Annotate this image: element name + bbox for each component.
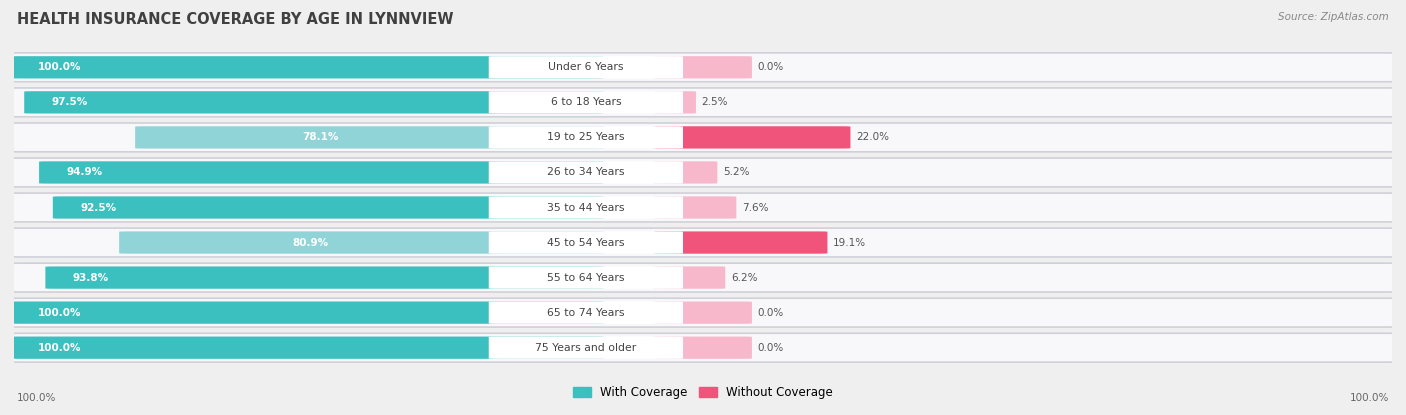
- FancyBboxPatch shape: [654, 266, 725, 289]
- Text: 100.0%: 100.0%: [1350, 393, 1389, 403]
- Text: 92.5%: 92.5%: [80, 203, 117, 212]
- Text: 100.0%: 100.0%: [38, 62, 82, 72]
- FancyBboxPatch shape: [4, 123, 1402, 152]
- Text: 26 to 34 Years: 26 to 34 Years: [547, 168, 624, 178]
- Text: 35 to 44 Years: 35 to 44 Years: [547, 203, 624, 212]
- Text: 19.1%: 19.1%: [832, 237, 866, 247]
- Text: 22.0%: 22.0%: [856, 132, 889, 142]
- Text: 2.5%: 2.5%: [702, 98, 728, 107]
- FancyBboxPatch shape: [489, 196, 683, 219]
- Text: 100.0%: 100.0%: [38, 343, 82, 353]
- Text: 78.1%: 78.1%: [302, 132, 339, 142]
- Text: 7.6%: 7.6%: [742, 203, 768, 212]
- Text: 94.9%: 94.9%: [66, 168, 103, 178]
- FancyBboxPatch shape: [4, 53, 1402, 82]
- Text: Source: ZipAtlas.com: Source: ZipAtlas.com: [1278, 12, 1389, 22]
- Text: 0.0%: 0.0%: [758, 343, 783, 353]
- FancyBboxPatch shape: [489, 337, 683, 359]
- FancyBboxPatch shape: [24, 91, 603, 114]
- FancyBboxPatch shape: [654, 232, 828, 254]
- FancyBboxPatch shape: [489, 161, 683, 183]
- FancyBboxPatch shape: [4, 263, 1402, 292]
- FancyBboxPatch shape: [654, 196, 737, 219]
- FancyBboxPatch shape: [489, 126, 683, 149]
- FancyBboxPatch shape: [4, 193, 1402, 222]
- Text: 93.8%: 93.8%: [73, 273, 110, 283]
- FancyBboxPatch shape: [489, 91, 683, 114]
- Text: 80.9%: 80.9%: [292, 237, 328, 247]
- Text: 65 to 74 Years: 65 to 74 Years: [547, 308, 624, 317]
- FancyBboxPatch shape: [4, 228, 1402, 257]
- FancyBboxPatch shape: [654, 91, 696, 114]
- FancyBboxPatch shape: [39, 161, 603, 183]
- FancyBboxPatch shape: [4, 298, 1402, 327]
- FancyBboxPatch shape: [53, 196, 603, 219]
- Text: 45 to 54 Years: 45 to 54 Years: [547, 237, 624, 247]
- FancyBboxPatch shape: [654, 161, 717, 183]
- Text: 5.2%: 5.2%: [723, 168, 749, 178]
- Legend: With Coverage, Without Coverage: With Coverage, Without Coverage: [568, 381, 838, 403]
- FancyBboxPatch shape: [489, 301, 683, 324]
- FancyBboxPatch shape: [4, 333, 1402, 362]
- Text: 100.0%: 100.0%: [38, 308, 82, 317]
- FancyBboxPatch shape: [654, 337, 752, 359]
- Text: 0.0%: 0.0%: [758, 62, 783, 72]
- FancyBboxPatch shape: [654, 126, 851, 149]
- Text: 19 to 25 Years: 19 to 25 Years: [547, 132, 624, 142]
- FancyBboxPatch shape: [4, 158, 1402, 187]
- FancyBboxPatch shape: [489, 266, 683, 289]
- FancyBboxPatch shape: [120, 232, 603, 254]
- Text: 75 Years and older: 75 Years and older: [536, 343, 637, 353]
- FancyBboxPatch shape: [489, 56, 683, 78]
- FancyBboxPatch shape: [654, 56, 752, 78]
- FancyBboxPatch shape: [135, 126, 603, 149]
- FancyBboxPatch shape: [10, 337, 603, 359]
- FancyBboxPatch shape: [654, 301, 752, 324]
- Text: 97.5%: 97.5%: [52, 98, 89, 107]
- FancyBboxPatch shape: [10, 301, 603, 324]
- Text: 6 to 18 Years: 6 to 18 Years: [551, 98, 621, 107]
- Text: 0.0%: 0.0%: [758, 308, 783, 317]
- FancyBboxPatch shape: [45, 266, 603, 289]
- Text: 100.0%: 100.0%: [17, 393, 56, 403]
- Text: HEALTH INSURANCE COVERAGE BY AGE IN LYNNVIEW: HEALTH INSURANCE COVERAGE BY AGE IN LYNN…: [17, 12, 453, 27]
- Text: 55 to 64 Years: 55 to 64 Years: [547, 273, 624, 283]
- Text: 6.2%: 6.2%: [731, 273, 758, 283]
- Text: Under 6 Years: Under 6 Years: [548, 62, 624, 72]
- FancyBboxPatch shape: [10, 56, 603, 78]
- FancyBboxPatch shape: [489, 232, 683, 254]
- FancyBboxPatch shape: [4, 88, 1402, 117]
